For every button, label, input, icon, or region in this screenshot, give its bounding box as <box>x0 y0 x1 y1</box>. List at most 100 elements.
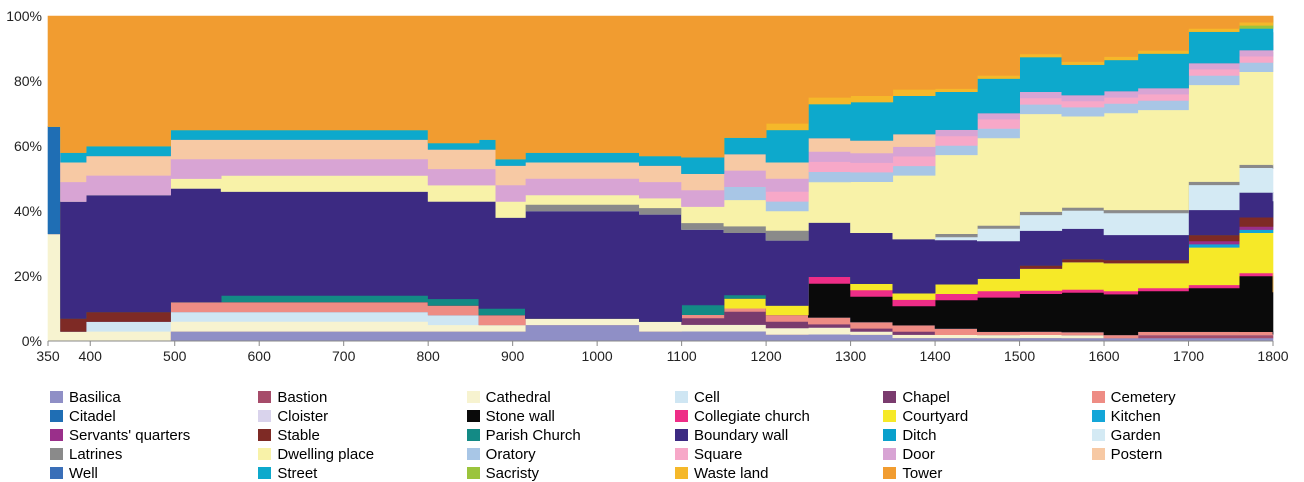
legend-swatch <box>258 429 272 441</box>
x-tick-label: 400 <box>79 348 103 364</box>
legend-swatch <box>466 448 480 460</box>
legend-label: Kitchen <box>1110 407 1161 425</box>
legend-swatch <box>674 467 688 479</box>
legend-swatch <box>466 410 480 422</box>
legend-swatch <box>466 429 480 441</box>
legend-swatch <box>50 467 63 479</box>
legend-item: Stable <box>258 426 466 444</box>
legend-swatch <box>674 410 688 422</box>
legend-item: Servants' quarters <box>50 426 258 444</box>
legend-item: Latrines <box>50 445 258 463</box>
x-tick-label: 1700 <box>1173 348 1204 364</box>
legend-swatch <box>674 429 688 441</box>
legend-label: Tower <box>902 464 943 482</box>
x-tick-label: 600 <box>248 348 272 364</box>
legend-swatch <box>674 448 688 460</box>
legend-label: Dwelling place <box>277 445 375 463</box>
x-tick-label: 900 <box>501 348 525 364</box>
legend-item: Parish Church <box>466 426 675 444</box>
legend-item: Courtyard <box>883 407 1091 425</box>
legend-label: Citadel <box>69 407 116 425</box>
legend-swatch <box>258 448 272 460</box>
y-tick-label: 100% <box>6 8 42 24</box>
x-tick-label: 800 <box>416 348 440 364</box>
legend-swatch <box>50 448 63 460</box>
legend-label: Cell <box>693 388 720 406</box>
x-tick-label: 500 <box>163 348 187 364</box>
legend-label: Boundary wall <box>693 426 789 444</box>
legend-item: Square <box>674 445 883 463</box>
legend-item: Basilica <box>50 388 258 406</box>
legend-swatch <box>258 391 272 403</box>
area-layers <box>47 15 1274 342</box>
legend-swatch <box>883 391 897 403</box>
legend-label: Door <box>902 445 935 463</box>
legend-swatch <box>883 448 897 460</box>
legend-swatch <box>883 429 897 441</box>
legend-swatch <box>50 410 63 422</box>
legend-label: Latrines <box>69 445 123 463</box>
legend-item: Street <box>258 464 466 482</box>
legend-item: Tower <box>883 464 1091 482</box>
legend-label: Cathedral <box>485 388 551 406</box>
x-axis: 350 400 500 600 700 800 900 1000 1100 1200 1300 140… <box>36 341 1289 364</box>
legend-label: Bastion <box>277 388 328 406</box>
legend-swatch <box>883 410 897 422</box>
y-axis: 0% 20% 40% 60% 80% 100% <box>6 8 42 349</box>
legend-swatch <box>883 467 897 479</box>
legend-label: Stable <box>277 426 320 444</box>
legend-item: Cathedral <box>466 388 675 406</box>
x-tick-label: 1500 <box>1004 348 1035 364</box>
x-tick-label: 1300 <box>835 348 866 364</box>
legend: Basilica Bastion Cathedral Cell Chapel Cemete… <box>50 388 1300 482</box>
legend-item: Boundary wall <box>674 426 883 444</box>
y-tick-label: 40% <box>14 203 42 219</box>
stacked-area-chart: 0% 20% 40% 60% 80% 100% 350 400 500 600 700 800 900… <box>6 8 1289 364</box>
legend-swatch <box>50 429 63 441</box>
legend-label: Street <box>277 464 318 482</box>
legend-label: Chapel <box>902 388 950 406</box>
legend-item: Collegiate church <box>674 407 883 425</box>
legend-swatch <box>1091 391 1105 403</box>
legend-swatch <box>1091 410 1105 422</box>
x-tick-label: 1400 <box>919 348 950 364</box>
legend-swatch <box>466 391 480 403</box>
legend-item: Door <box>883 445 1091 463</box>
legend-label: Ditch <box>902 426 937 444</box>
y-tick-label: 0% <box>22 333 42 349</box>
legend-item: Cloister <box>258 407 466 425</box>
legend-item: Ditch <box>883 426 1091 444</box>
legend-item: Stone wall <box>466 407 675 425</box>
legend-label: Sacristy <box>485 464 539 482</box>
y-tick-label: 80% <box>14 73 42 89</box>
legend-item: Garden <box>1091 426 1300 444</box>
legend-item: Dwelling place <box>258 445 466 463</box>
legend-item: Chapel <box>883 388 1091 406</box>
area-tower <box>47 15 1274 160</box>
legend-item: Bastion <box>258 388 466 406</box>
legend-swatch <box>1091 429 1105 441</box>
legend-label: Garden <box>1110 426 1161 444</box>
legend-item: Cell <box>674 388 883 406</box>
legend-item: Citadel <box>50 407 258 425</box>
legend-swatch <box>258 467 272 479</box>
legend-item: Kitchen <box>1091 407 1300 425</box>
legend-label: Parish Church <box>485 426 581 444</box>
legend-label: Well <box>69 464 98 482</box>
legend-swatch <box>1091 448 1105 460</box>
legend-item: Well <box>50 464 258 482</box>
x-tick-label: 1200 <box>751 348 782 364</box>
x-tick-label: 700 <box>332 348 356 364</box>
legend-label: Waste land <box>693 464 769 482</box>
legend-label: Square <box>693 445 743 463</box>
legend-swatch <box>674 391 688 403</box>
x-tick-label: 1000 <box>582 348 613 364</box>
legend-item: Cemetery <box>1091 388 1300 406</box>
x-tick-label: 350 <box>36 348 60 364</box>
legend-label: Cemetery <box>1110 388 1176 406</box>
legend-swatch <box>258 410 272 422</box>
legend-swatch <box>466 467 480 479</box>
legend-label: Oratory <box>485 445 536 463</box>
legend-label: Cloister <box>277 407 329 425</box>
legend-item: Waste land <box>674 464 883 482</box>
